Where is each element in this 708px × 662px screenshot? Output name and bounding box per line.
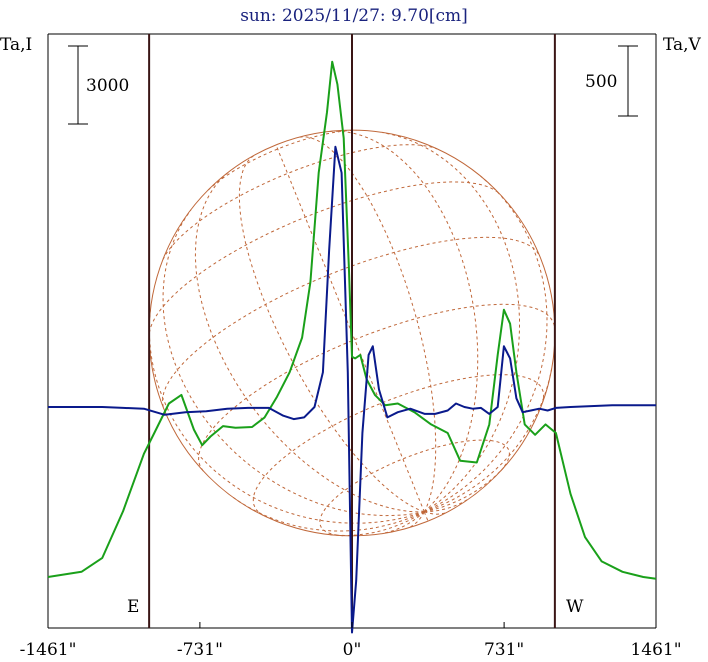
longitude-line	[299, 136, 437, 513]
longitude-line	[424, 366, 553, 513]
longitude-line	[424, 175, 548, 513]
longitude-line	[230, 495, 425, 532]
longitude-line	[194, 170, 425, 513]
longitude-line	[423, 511, 429, 521]
longitude-line	[148, 309, 425, 524]
latitude-line	[252, 374, 545, 516]
east-label: E	[127, 597, 139, 617]
longitude-line	[382, 511, 425, 534]
left-scale-label: 3000	[86, 76, 129, 96]
x-tick-label: 0"	[343, 640, 362, 660]
right-axis-label: Ta,V	[663, 35, 702, 55]
latitude-line	[198, 303, 556, 472]
longitude-line	[162, 209, 425, 517]
polarization-series-line	[48, 145, 656, 634]
latitude-line	[162, 144, 438, 260]
longitude-line	[238, 155, 425, 513]
intensity-series-line	[47, 60, 657, 580]
solar-disk-grid	[148, 129, 556, 537]
x-tick-label: -1461"	[20, 640, 77, 660]
longitude-line	[382, 132, 520, 513]
x-axis-ticks: -1461" -731" 0" 731" 1461"	[20, 622, 682, 660]
x-tick-label: 731"	[484, 640, 524, 660]
west-label: W	[566, 597, 584, 617]
latitude-line	[319, 439, 510, 537]
longitude-line	[424, 498, 470, 513]
x-tick-label: -731"	[177, 640, 223, 660]
left-scale-bar	[68, 45, 88, 125]
latitude-line	[207, 129, 357, 191]
x-tick-label: 1461"	[630, 640, 681, 660]
longitude-line	[424, 462, 509, 513]
left-axis-label: Ta,I	[0, 35, 32, 55]
chart-title: sun: 2025/11/27: 9.70[cm]	[240, 6, 468, 26]
longitude-line	[330, 511, 425, 537]
longitude-line	[327, 130, 479, 513]
latitude-line	[148, 181, 498, 333]
right-scale-label: 500	[585, 72, 617, 92]
right-scale-bar	[618, 45, 638, 117]
latitude-line	[161, 236, 540, 407]
longitude-line	[275, 144, 425, 513]
